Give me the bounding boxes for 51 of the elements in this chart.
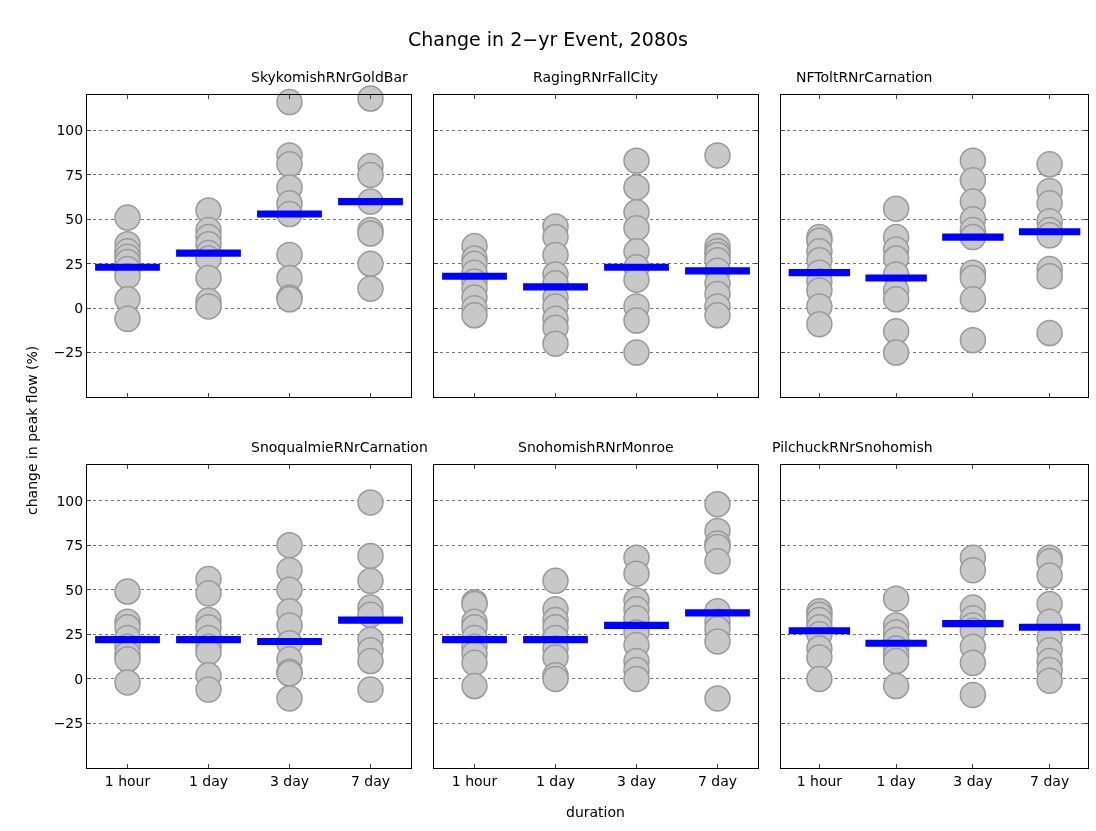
bar xyxy=(788,627,851,635)
bar xyxy=(1018,228,1081,236)
y-tick-label: 75 xyxy=(65,166,84,183)
bar xyxy=(176,249,241,257)
y-tick-label: 25 xyxy=(65,255,84,272)
chart-title: SkykomishRNrGoldBar xyxy=(251,69,408,85)
y-tick-label: 75 xyxy=(65,537,84,554)
x-tick-label: 1 hour xyxy=(104,772,151,789)
y-tick-label: 25 xyxy=(65,626,84,643)
bar xyxy=(1018,623,1081,631)
x-tick-label: 7 day xyxy=(697,772,738,789)
bar xyxy=(865,274,927,282)
chart-title: PilchuckRNrSnohomish xyxy=(772,439,933,455)
bar xyxy=(442,272,507,280)
y-tick-label: 0 xyxy=(74,300,84,317)
x-tick-label: 1 hour xyxy=(451,772,498,789)
x-tick-label: 1 day xyxy=(188,772,229,789)
bar xyxy=(257,210,322,218)
y-tick-label: 100 xyxy=(56,122,84,139)
bar xyxy=(95,263,160,271)
bar xyxy=(685,267,750,275)
x-tick-label: 7 day xyxy=(350,772,391,789)
bar xyxy=(865,639,927,647)
x-tick-label: 3 day xyxy=(616,772,657,789)
x-tick-label: 7 day xyxy=(1030,772,1070,789)
chart-title: RagingRNrFallCity xyxy=(533,69,659,85)
x-tick-label: 1 hour xyxy=(796,772,843,789)
y-tick-label: −25 xyxy=(53,344,84,361)
bar xyxy=(942,620,1004,628)
y-tick-label: 0 xyxy=(74,670,84,687)
bar xyxy=(942,233,1004,241)
y-tick-label: 100 xyxy=(56,492,84,509)
chart-title: SnohomishRNrMonroe xyxy=(518,439,674,455)
chart-title: NFToltRNrCarnation xyxy=(796,69,933,85)
chart-title: SnoqualmieRNrCarnation xyxy=(251,439,428,455)
y-tick-label: −25 xyxy=(53,715,84,732)
x-tick-label: 3 day xyxy=(269,772,310,789)
y-tick-label: 50 xyxy=(65,211,84,228)
x-tick-label: 1 day xyxy=(876,772,916,789)
bar xyxy=(338,616,403,624)
bar xyxy=(604,263,669,271)
x-tick-label: 3 day xyxy=(953,772,993,789)
x-tick-label: 1 day xyxy=(535,772,576,789)
bar xyxy=(257,637,322,646)
bar xyxy=(523,283,588,291)
x-axis-title: duration xyxy=(566,804,625,820)
text: Change in 2−yr Event, 2080s xyxy=(408,28,689,50)
bar xyxy=(788,269,851,277)
bar xyxy=(338,198,403,206)
y-tick-label: 50 xyxy=(65,581,84,598)
y-axis-title: change in peak flow (%) xyxy=(24,345,40,515)
